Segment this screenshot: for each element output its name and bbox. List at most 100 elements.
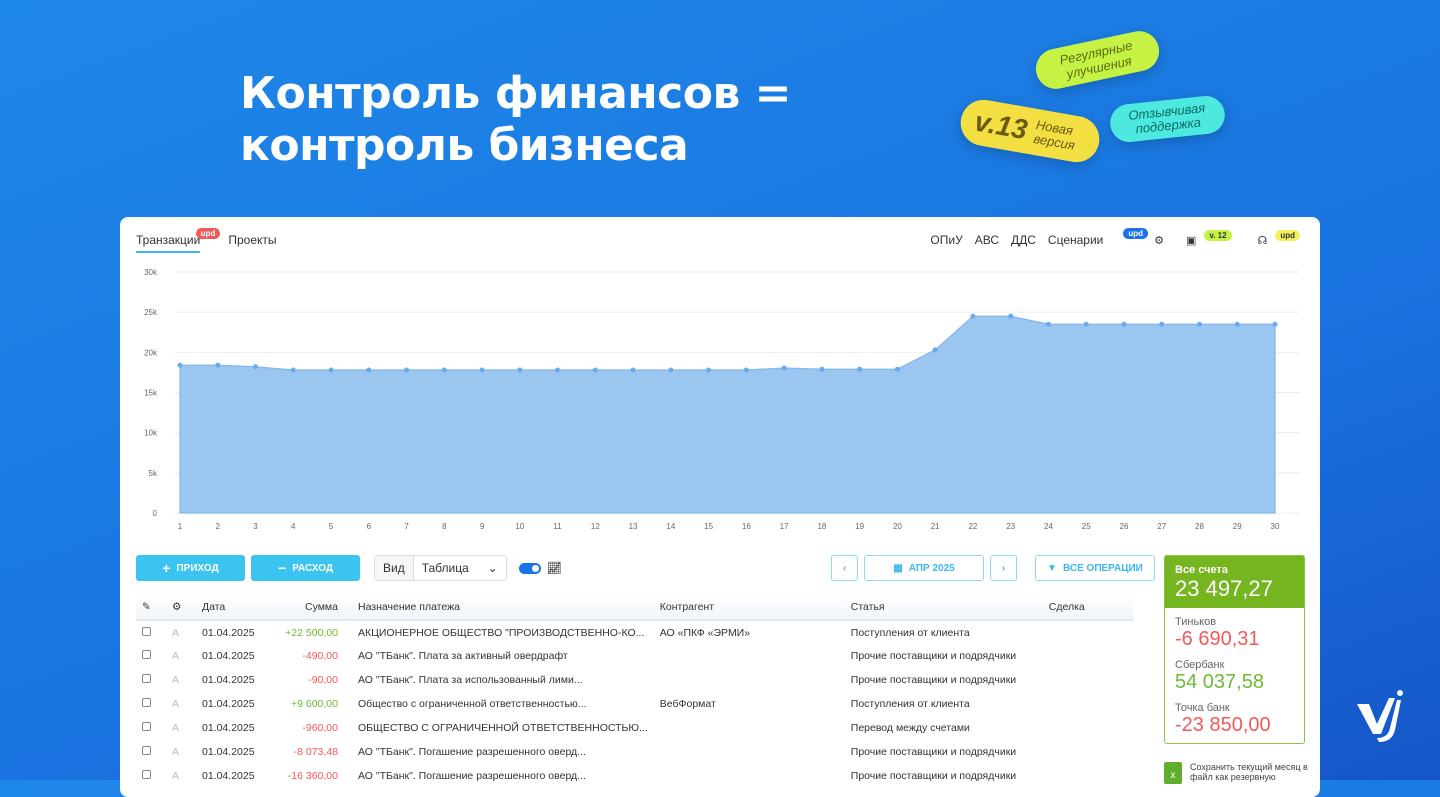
amount-cell: -490,00	[302, 650, 338, 662]
x-tick-label: 14	[666, 522, 675, 531]
counterparty-cell: АО «ПКФ «ЭРМИ»	[659, 626, 751, 639]
category-cell: Прочие поставщики и подрядчики	[850, 770, 1017, 782]
table-row[interactable]: A 01.04.2025 -16 360,00 АО "ТБанк". Пога…	[136, 764, 1134, 788]
table-row[interactable]: A 01.04.2025 -490,00 АО "ТБанк". Плата з…	[136, 644, 1134, 668]
purpose-cell: ОБЩЕСТВО С ОГРАНИЧЕННОЙ ОТВЕТСТВЕННОСТЬЮ…	[358, 722, 648, 734]
x-tick-label: 16	[742, 522, 751, 531]
table-row[interactable]: A 01.04.2025 -960,00 ОБЩЕСТВО С ОГРАНИЧЕ…	[136, 716, 1134, 740]
x-tick-label: 21	[931, 522, 940, 531]
table-row[interactable]: A 01.04.2025 -8 073,48 АО "ТБанк". Погаш…	[136, 740, 1134, 764]
gears-icon[interactable]: ⚙	[1154, 234, 1164, 247]
gears-icon[interactable]: ⚙	[166, 594, 196, 621]
row-checkbox[interactable]	[142, 674, 151, 683]
data-point	[1196, 321, 1202, 327]
data-point	[404, 367, 410, 373]
tab-projects[interactable]: Проекты	[228, 233, 277, 247]
purpose-cell: АО "ТБанк". Погашение разрешенного оверд…	[358, 746, 586, 758]
nav-opiu[interactable]: ОПиУ	[930, 233, 963, 247]
auto-marker: A	[172, 650, 180, 662]
account-item[interactable]: Сбербанк 54 037,58	[1175, 659, 1264, 693]
next-month-button[interactable]: ›	[990, 555, 1017, 581]
pill-version: v.13 Новая версия	[957, 96, 1103, 166]
save-backup-link[interactable]: x Сохранить текущий месяц в файл как резе…	[1164, 762, 1309, 784]
filter-icon: ▼	[1047, 562, 1058, 574]
x-tick-label: 19	[855, 522, 864, 531]
nav-abc[interactable]: АВС	[974, 233, 999, 247]
table-row[interactable]: A 01.04.2025 +22 500,00 АКЦИОНЕРНОЕ ОБЩЕ…	[136, 620, 1134, 644]
purpose-cell: АКЦИОНЕРНОЕ ОБЩЕСТВО "ПРОИЗВОДСТВЕННО-КО…	[358, 626, 645, 639]
data-point	[366, 367, 372, 373]
nav-scenarios[interactable]: Сценарии upd	[1048, 228, 1149, 247]
row-checkbox[interactable]	[142, 770, 151, 779]
y-tick-label: 0	[153, 509, 158, 518]
date-cell: 01.04.2025	[202, 746, 255, 758]
account-item[interactable]: Тиньков -6 690,31	[1175, 616, 1260, 650]
pill-improvements: Регулярные улучшения	[1032, 27, 1163, 93]
deal-cell	[1043, 644, 1134, 668]
data-point	[1121, 321, 1127, 327]
table-row[interactable]: A 01.04.2025 -90,00 АО "ТБанк". Плата за…	[136, 668, 1134, 692]
counterparty-cell	[654, 644, 845, 668]
purpose-cell: Общество с ограниченной ответственностью…	[358, 698, 587, 710]
amount-cell: +9 600,00	[290, 698, 338, 710]
amount-cell: -90,00	[308, 674, 338, 686]
view-select[interactable]: Вид Таблица ⌄	[374, 555, 507, 581]
auto-marker: A	[172, 746, 180, 758]
x-tick-label: 28	[1195, 522, 1204, 531]
data-point	[253, 364, 259, 370]
x-tick-label: 29	[1233, 522, 1242, 531]
row-checkbox[interactable]	[142, 650, 151, 659]
excel-icon: x	[1164, 762, 1182, 784]
chevron-down-icon: ⌄	[487, 561, 498, 575]
edit-icon[interactable]: ✎	[136, 594, 166, 621]
x-tick-label: 25	[1082, 522, 1091, 531]
account-item[interactable]: Точка банк -23 850,00	[1175, 702, 1271, 736]
purpose-cell: АО "ТБанк". Плата за активный овердрафт	[358, 650, 568, 662]
date-cell: 01.04.2025	[202, 650, 255, 662]
data-point	[592, 367, 598, 373]
x-tick-label: 12	[591, 522, 600, 531]
counterparty-cell: ВебФормат	[659, 698, 716, 710]
counterparty-cell	[654, 740, 845, 764]
table-row[interactable]: A 01.04.2025 +9 600,00 Общество с ограни…	[136, 692, 1134, 716]
category-cell: Прочие поставщики и подрядчики	[850, 674, 1017, 686]
add-income-button[interactable]: + ПРИХОД	[136, 555, 245, 581]
x-tick-label: 4	[291, 522, 296, 531]
data-point	[668, 367, 674, 373]
data-point	[932, 347, 938, 353]
x-tick-label: 30	[1271, 522, 1280, 531]
nav-dds[interactable]: ДДС	[1011, 233, 1036, 247]
row-checkbox[interactable]	[142, 722, 151, 731]
row-checkbox[interactable]	[142, 698, 151, 707]
row-checkbox[interactable]	[142, 626, 151, 636]
tab-transactions[interactable]: Транзакции upd	[136, 228, 221, 253]
data-point	[1083, 321, 1089, 327]
chart-toggle[interactable]	[518, 562, 541, 574]
chart-icon: 📈︎	[546, 561, 562, 575]
chip-icon[interactable]: ▣ v. 12	[1186, 229, 1232, 247]
data-point	[1159, 321, 1165, 327]
x-tick-label: 1	[178, 522, 183, 531]
balance-area	[179, 315, 1276, 514]
date-cell: 01.04.2025	[202, 770, 255, 782]
add-expense-button[interactable]: − РАСХОД	[251, 555, 360, 581]
x-tick-label: 10	[515, 522, 524, 531]
category-cell: Перевод между счетами	[850, 722, 970, 734]
data-point	[1272, 321, 1278, 327]
row-checkbox[interactable]	[142, 746, 151, 755]
data-point	[215, 362, 221, 368]
period-button[interactable]: ▦ АПР 2025	[864, 555, 984, 581]
data-point	[894, 366, 900, 372]
headset-icon[interactable]: ☊ upd	[1258, 229, 1300, 247]
x-tick-label: 7	[404, 522, 409, 531]
prev-month-button[interactable]: ‹	[831, 555, 858, 581]
amount-cell: -16 360,00	[287, 770, 338, 782]
x-tick-label: 15	[704, 522, 713, 531]
filter-button[interactable]: ▼ ВСЕ ОПЕРАЦИИ	[1035, 555, 1155, 581]
app-window: Транзакции upd Проекты ОПиУ АВС ДДС Сцена…	[120, 217, 1320, 797]
deal-cell	[1043, 668, 1134, 692]
data-point	[441, 367, 447, 373]
x-tick-label: 6	[367, 522, 372, 531]
deal-cell	[1043, 692, 1134, 716]
logo	[1357, 690, 1403, 742]
